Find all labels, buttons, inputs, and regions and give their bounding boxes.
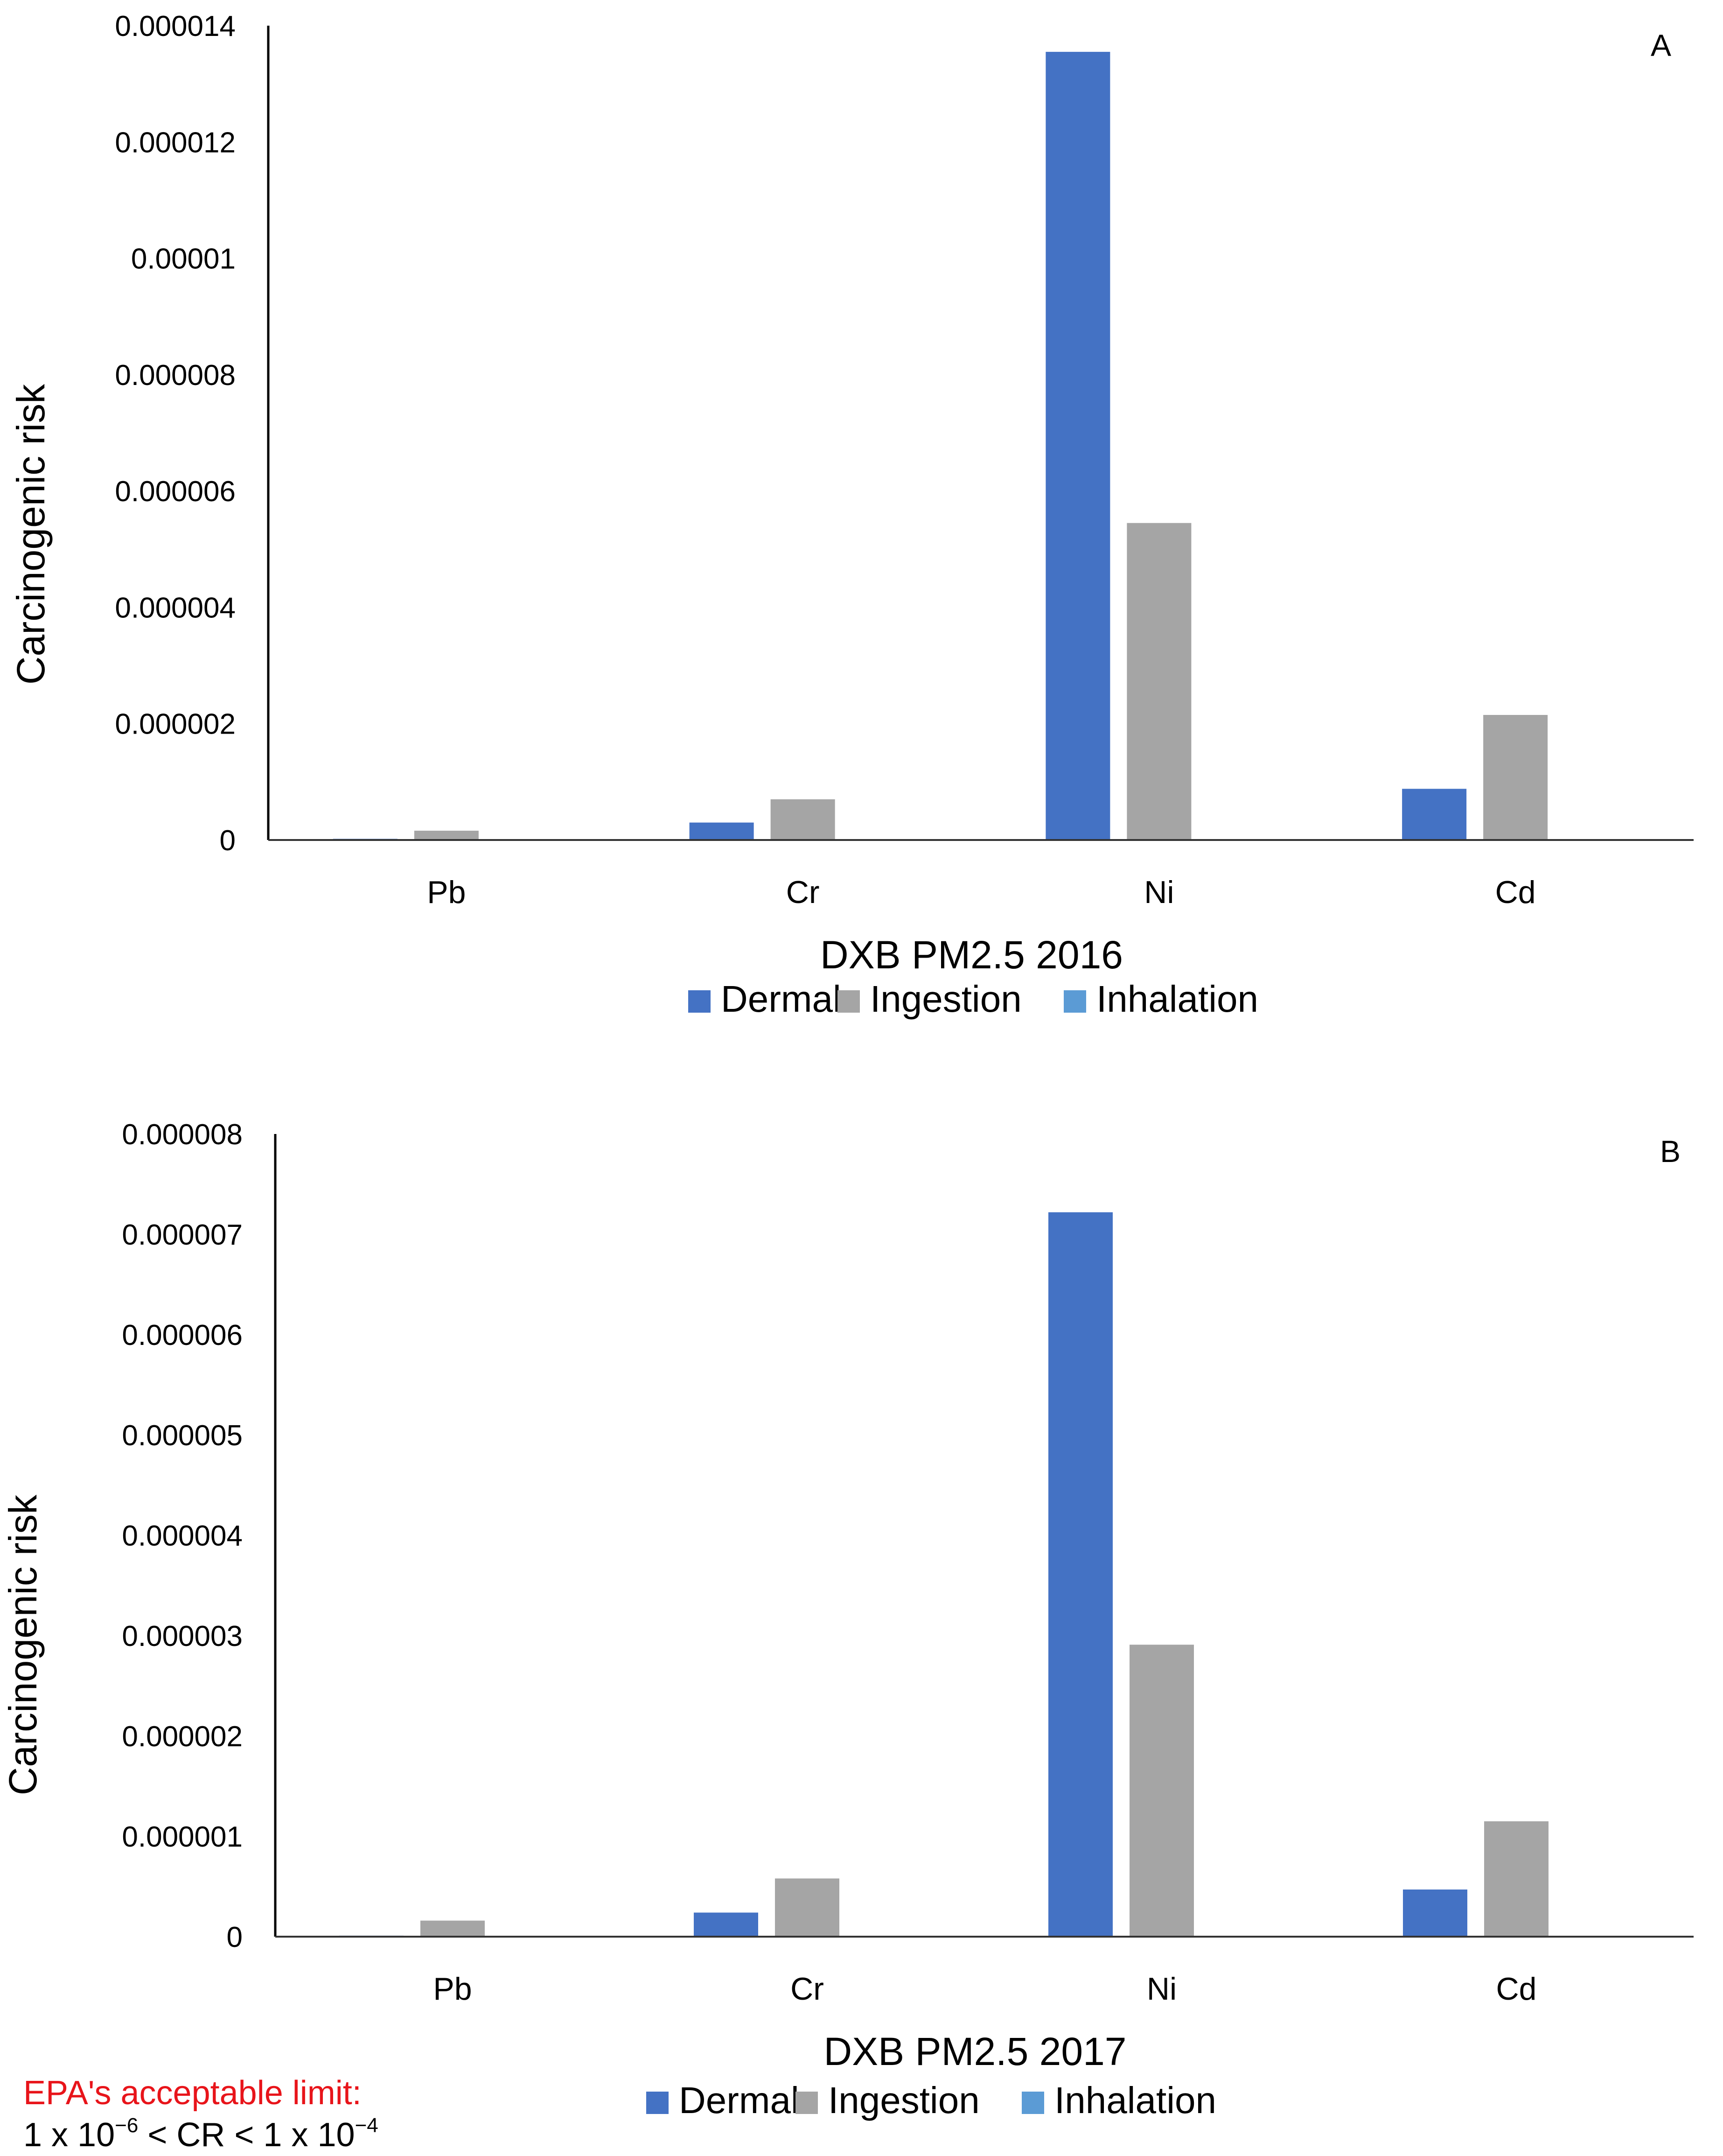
bar-dermal-cr: [689, 822, 754, 840]
legend-label-inhalation: Inhalation: [1054, 2079, 1216, 2121]
epa-limit-note: EPA's acceptable limit: 1 x 10−6 < CR < …: [23, 2072, 378, 2156]
range-part-b: < CR < 1 x 10: [138, 2116, 355, 2154]
panel-label: B: [1660, 1134, 1681, 1169]
bar-ingestion-pb: [420, 1920, 485, 1937]
range-exponent-1: −6: [115, 2114, 139, 2137]
chart-panel-a: 0 0.000002 0.000004 0.000006 0.000008 0.00001…: [9, 10, 1694, 1020]
x-category-label: Cd: [1496, 1971, 1537, 2007]
bar-dermal-cd: [1403, 1889, 1467, 1937]
panel-label: A: [1651, 28, 1671, 63]
x-axis-title: DXB PM2.5 2017: [823, 2030, 1126, 2073]
legend-swatch-dermal: [688, 990, 711, 1013]
x-category-label: Cd: [1495, 875, 1536, 910]
x-axis-title: DXB PM2.5 2016: [820, 933, 1123, 977]
bar-dermal-ni: [1046, 52, 1110, 840]
bar-ingestion-cd: [1484, 1821, 1549, 1937]
legend-swatch-ingestion: [837, 990, 860, 1013]
x-category-label: Ni: [1147, 1971, 1177, 2007]
y-tick-label: 0.000002: [122, 1721, 243, 1753]
y-tick-label: 0.000008: [115, 359, 236, 392]
y-tick-label: 0.000012: [115, 126, 236, 159]
legend-swatch-inhalation: [1064, 990, 1086, 1013]
x-category-label: Pb: [433, 1971, 472, 2007]
legend-label-ingestion: Ingestion: [870, 978, 1022, 1020]
y-tick-label: 0.000005: [122, 1420, 243, 1452]
bar-ingestion-pb: [414, 831, 479, 840]
legend-label-dermal: Dermal: [679, 2079, 799, 2121]
x-category-label: Cr: [790, 1971, 824, 2007]
bar-ingestion-cd: [1483, 715, 1548, 840]
x-category-label: Ni: [1144, 875, 1174, 910]
legend-swatch-dermal: [646, 2092, 669, 2114]
y-tick-label: 0.000002: [115, 708, 236, 741]
legend-swatch-inhalation: [1022, 2092, 1044, 2114]
y-tick-label: 0.000008: [122, 1119, 243, 1151]
bar-dermal-cr: [694, 1912, 758, 1937]
y-axis-title: Carcinogenic risk: [9, 384, 53, 685]
epa-limit-range: 1 x 10−6 < CR < 1 x 10−4: [23, 2114, 378, 2156]
y-tick-label: 0.00001: [131, 243, 236, 275]
legend-label-inhalation: Inhalation: [1096, 978, 1258, 1020]
bar-ingestion-cr: [770, 799, 835, 840]
legend-swatch-ingestion: [795, 2092, 818, 2114]
bar-ingestion-ni: [1130, 1645, 1194, 1937]
range-part-a: 1 x 10: [23, 2116, 115, 2154]
y-tick-label: 0.000001: [122, 1821, 243, 1853]
chart-panel-b: 0 0.000001 0.000002 0.000003 0.000004 0.00000…: [1, 1119, 1694, 2121]
epa-limit-title: EPA's acceptable limit:: [23, 2074, 362, 2112]
y-tick-label: 0.000014: [115, 10, 236, 42]
y-tick-label: 0: [227, 1921, 243, 1953]
y-tick-label: 0.000004: [122, 1520, 243, 1552]
bar-ingestion-cr: [775, 1878, 839, 1937]
bar-ingestion-ni: [1127, 523, 1192, 840]
y-tick-label: 0.000003: [122, 1620, 243, 1652]
y-tick-label: 0: [220, 825, 236, 857]
y-tick-label: 0.000004: [115, 592, 236, 624]
y-tick-label: 0.000007: [122, 1219, 243, 1251]
y-tick-label: 0.000006: [115, 476, 236, 508]
bar-dermal-ni: [1048, 1212, 1113, 1937]
x-category-label: Pb: [427, 875, 466, 910]
legend-label-ingestion: Ingestion: [828, 2079, 980, 2121]
bar-dermal-cd: [1402, 789, 1467, 840]
y-tick-label: 0.000006: [122, 1319, 243, 1351]
y-axis-title: Carcinogenic risk: [1, 1494, 45, 1795]
range-exponent-2: −4: [355, 2114, 378, 2137]
legend-label-dermal: Dermal: [721, 978, 841, 1020]
x-category-label: Cr: [786, 875, 820, 910]
